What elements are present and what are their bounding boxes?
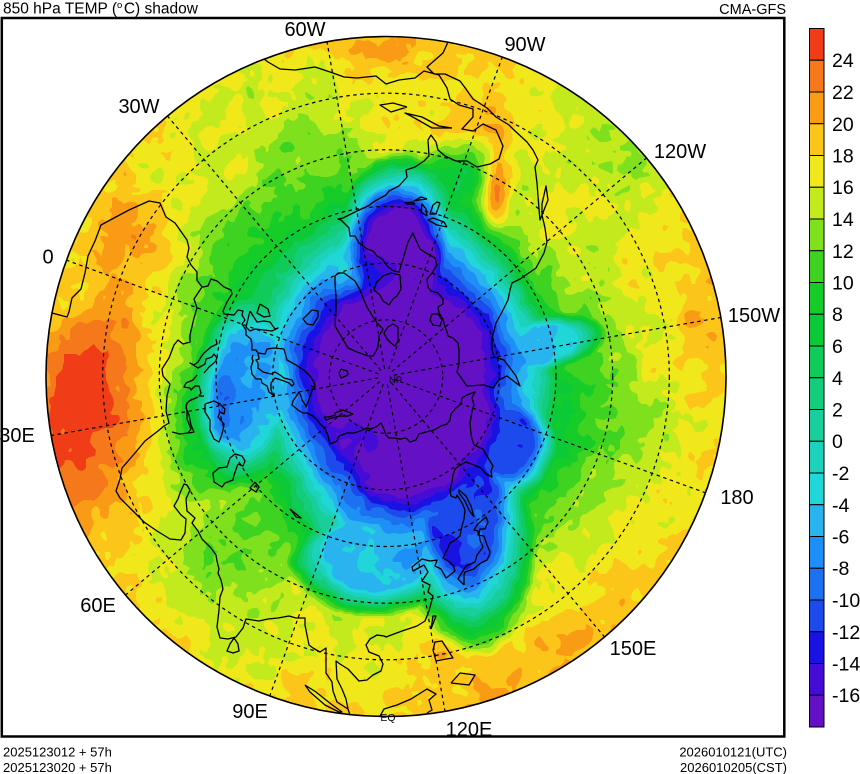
svg-text:90W: 90W (504, 34, 545, 56)
svg-text:16: 16 (832, 177, 854, 199)
svg-text:8: 8 (832, 304, 843, 326)
svg-text:120W: 120W (654, 141, 706, 163)
svg-text:120E: 120E (446, 719, 493, 741)
svg-text:12: 12 (832, 241, 854, 263)
svg-text:2: 2 (832, 400, 843, 422)
svg-text:-12: -12 (832, 622, 860, 644)
svg-text:10: 10 (832, 273, 854, 295)
svg-text:2025123012 + 57h: 2025123012 + 57h (3, 745, 112, 760)
svg-text:20: 20 (832, 114, 854, 136)
svg-text:180: 180 (720, 487, 753, 509)
svg-text:60W: 60W (284, 19, 325, 41)
svg-text:-4: -4 (832, 495, 849, 517)
svg-text:-6: -6 (832, 527, 849, 549)
svg-text:150E: 150E (610, 638, 657, 660)
svg-text:-8: -8 (832, 558, 849, 580)
svg-text:-16: -16 (832, 685, 860, 707)
svg-text:2025123020 + 57h: 2025123020 + 57h (3, 760, 112, 774)
svg-text:-10: -10 (832, 590, 860, 612)
svg-text:0: 0 (42, 247, 53, 269)
svg-text:30W: 30W (118, 96, 159, 118)
svg-text:90E: 90E (232, 701, 268, 723)
svg-text:NP: NP (389, 375, 402, 386)
svg-text:14: 14 (832, 209, 854, 231)
svg-text:22: 22 (832, 82, 854, 104)
svg-text:850 hPa TEMP (oC) shadow: 850 hPa TEMP (oC) shadow (3, 0, 199, 18)
svg-text:30E: 30E (0, 425, 35, 447)
svg-text:2026010121(UTC): 2026010121(UTC) (679, 745, 787, 760)
svg-text:2026010205(CST): 2026010205(CST) (680, 760, 787, 774)
svg-text:4: 4 (832, 368, 843, 390)
svg-text:18: 18 (832, 146, 854, 168)
svg-text:-2: -2 (832, 463, 849, 485)
svg-text:60E: 60E (80, 595, 116, 617)
svg-text:EQ: EQ (380, 712, 395, 724)
svg-text:CMA-GFS: CMA-GFS (719, 2, 786, 18)
svg-text:24: 24 (832, 50, 854, 72)
svg-text:6: 6 (832, 336, 843, 358)
svg-text:-14: -14 (832, 654, 860, 676)
svg-text:0: 0 (832, 431, 843, 453)
svg-text:150W: 150W (728, 305, 780, 327)
